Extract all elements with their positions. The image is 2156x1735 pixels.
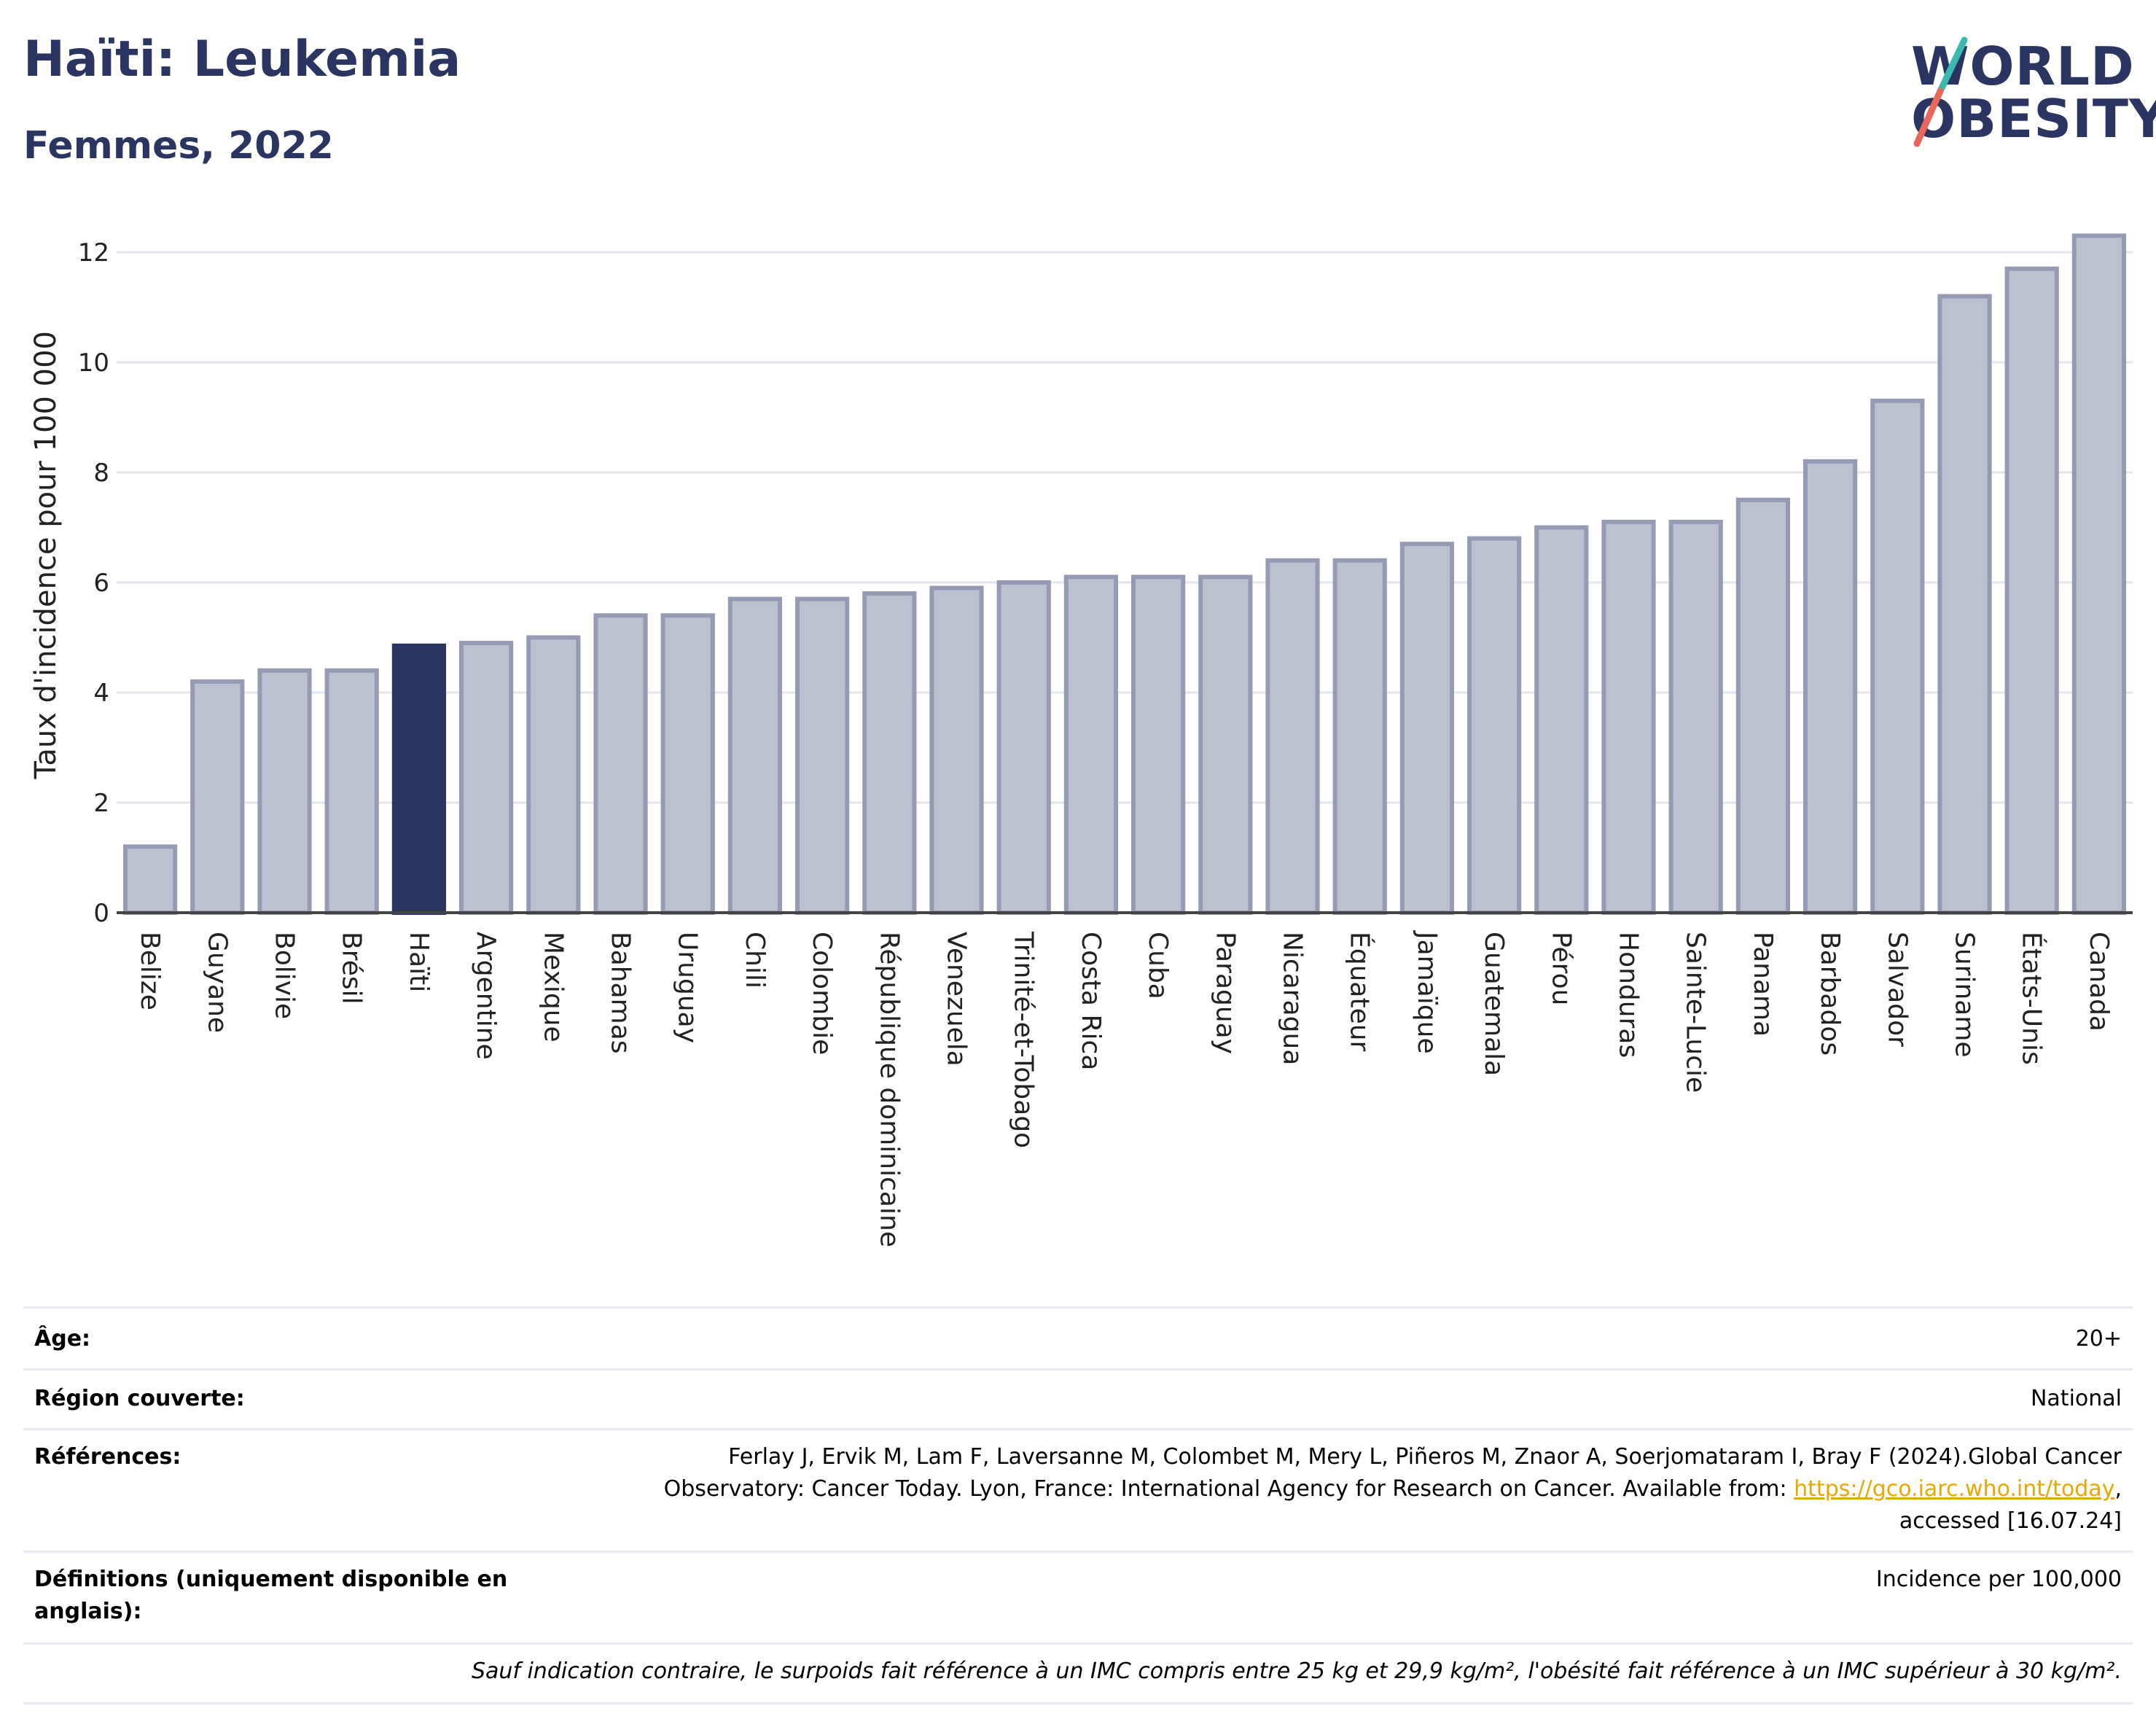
x-tick-label: Sainte-Lucie (1681, 932, 1711, 1093)
y-tick-label: 0 (93, 899, 109, 928)
bar (1399, 542, 1455, 915)
x-tick-label: Pérou (1546, 932, 1576, 1005)
bar (1466, 536, 1522, 916)
x-tick-label: Chili (740, 932, 770, 989)
y-tick-label: 4 (93, 679, 109, 708)
bar (1265, 558, 1320, 915)
meta-row-note: Sauf indication contraire, le surpoids f… (23, 1642, 2133, 1704)
age-value: 20+ (2075, 1326, 2122, 1352)
bar (593, 613, 648, 915)
bar (122, 844, 178, 916)
x-tick-label: Bolivie (270, 932, 300, 1019)
bar (1937, 294, 1992, 915)
y-tick-label: 2 (93, 789, 109, 818)
y-tick-label: 8 (93, 459, 109, 488)
x-tick-label: Haïti (404, 932, 434, 992)
bar (324, 668, 379, 915)
x-tick-label: Équateur (1345, 932, 1375, 1052)
bar (1870, 398, 1925, 916)
bar (257, 668, 312, 915)
bar (1130, 574, 1186, 915)
x-tick-label: Venezuela (942, 932, 972, 1067)
references-label: Références: (34, 1444, 181, 1470)
x-tick-label: Nicaragua (1278, 932, 1308, 1065)
metadata-table: Âge: 20+ Région couverte: National Référ… (23, 1306, 2133, 1704)
meta-row-age: Âge: 20+ (23, 1309, 2133, 1371)
region-label: Région couverte: (34, 1386, 245, 1411)
bar (526, 635, 581, 915)
bar (794, 596, 850, 916)
references-value: Ferlay J, Ervik M, Lam F, Laversanne M, … (664, 1441, 2122, 1537)
bar (1332, 558, 1387, 915)
x-tick-label: Suriname (1950, 932, 1980, 1058)
page-subtitle: Femmes, 2022 (23, 124, 334, 168)
logo-slash-icon (1913, 36, 1968, 147)
world-obesity-logo: WORLD OBESITY (1902, 33, 2156, 157)
bar (1668, 519, 1723, 915)
x-tick-label: Guatemala (1479, 932, 1509, 1076)
definitions-value: Incidence per 100,000 (1875, 1567, 2122, 1592)
y-tick-label: 12 (78, 238, 109, 268)
references-line-2-text: Observatory: Cancer Today. Lyon, France:… (663, 1476, 1794, 1502)
x-tick-label: Mexique (538, 932, 568, 1042)
x-tick-label: Paraguay (1210, 932, 1240, 1054)
bar (1735, 497, 1791, 915)
x-tick-label: Honduras (1614, 932, 1644, 1058)
x-tick-label: Brésil (337, 932, 367, 1005)
region-value: National (2030, 1386, 2122, 1411)
bar (660, 613, 715, 915)
bar (1063, 574, 1119, 915)
references-line-2-end: , (2114, 1476, 2122, 1502)
x-tick-label: États-Unis (2017, 932, 2047, 1065)
x-tick-label: Guyane (202, 932, 232, 1033)
bar (727, 596, 783, 916)
y-axis-label: Taux d'incidence pour 100 000 (29, 331, 63, 779)
grid-lines (117, 251, 2133, 804)
x-tick-label: Bahamas (606, 932, 636, 1054)
bar (1534, 525, 1589, 915)
x-tick-label: Salvador (1882, 932, 1912, 1047)
bar (391, 643, 447, 915)
x-tick-label: Trinité-et-Tobago (1009, 931, 1039, 1148)
bar (1198, 574, 1253, 915)
x-tick-label: Costa Rica (1076, 932, 1106, 1070)
x-tick-label: Belize (135, 932, 165, 1010)
x-tick-label: Jamaïque (1412, 930, 1442, 1054)
bar (929, 585, 984, 915)
x-tick-label: Panama (1748, 932, 1778, 1037)
y-tick-label: 10 (78, 348, 109, 378)
bar (190, 679, 245, 916)
footnote: Sauf indication contraire, le surpoids f… (471, 1658, 2122, 1684)
bar (996, 580, 1051, 915)
labels: 0 2 4 6 8 10 12 Taux d'incidence pour 100 000 Be… (29, 238, 2114, 1247)
age-label: Âge: (34, 1326, 91, 1352)
references-line-2: Observatory: Cancer Today. Lyon, France:… (664, 1473, 2122, 1505)
page-title: Haïti: Leukemia (23, 31, 461, 88)
bar (458, 641, 514, 915)
bar (862, 591, 917, 915)
x-tick-label: Canada (2084, 932, 2114, 1032)
definitions-label: Définitions (uniquement disponible en an… (34, 1567, 508, 1624)
meta-row-definitions: Définitions (uniquement disponible en an… (23, 1551, 2133, 1645)
bar (1601, 519, 1656, 915)
logo-line2: OBESITY (1911, 88, 2156, 149)
references-line-1: Ferlay J, Ervik M, Lam F, Laversanne M, … (728, 1444, 2122, 1470)
x-tick-label: Barbados (1815, 932, 1845, 1056)
x-tick-label: Uruguay (673, 932, 703, 1043)
y-tick-label: 6 (93, 569, 109, 598)
bar (2071, 233, 2127, 916)
x-tick-label: République dominicaine (874, 932, 904, 1247)
bar (1802, 459, 1858, 915)
bar-chart: 0 2 4 6 8 10 12 Taux d'incidence pour 100 000 Be… (29, 233, 2133, 1247)
meta-row-references: Références: Ferlay J, Ervik M, Lam F, La… (23, 1428, 2133, 1553)
logo-line1: WORLD (1911, 36, 2135, 97)
x-tick-label: Colombie (807, 932, 837, 1055)
meta-row-region: Région couverte: National (23, 1368, 2133, 1430)
references-line-3: accessed [16.07.24] (1899, 1508, 2122, 1534)
bar (2004, 266, 2059, 915)
references-link[interactable]: https://gco.iarc.who.int/today (1794, 1476, 2115, 1502)
bars (122, 233, 2127, 916)
x-tick-label: Argentine (471, 932, 501, 1060)
x-tick-label: Cuba (1143, 932, 1173, 999)
